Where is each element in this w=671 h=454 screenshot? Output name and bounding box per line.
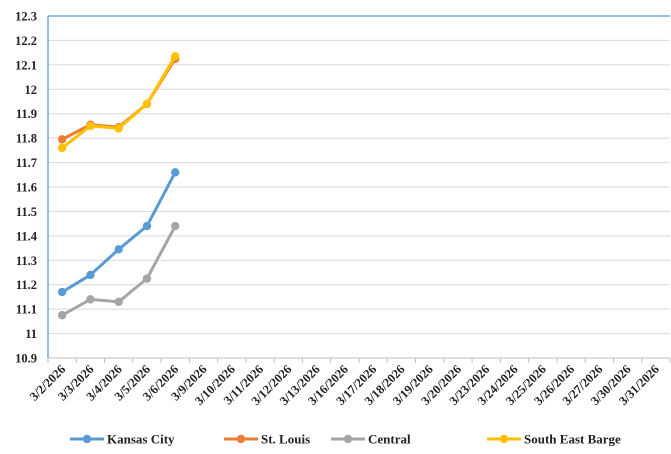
gridlines	[48, 15, 670, 335]
y-tick-label: 11.7	[16, 156, 37, 170]
y-tick-label: 11.2	[16, 278, 37, 292]
data-point	[114, 245, 123, 254]
data-point	[142, 221, 152, 231]
legend-item: South East Barge	[487, 432, 621, 447]
y-tick-label: 12.3	[15, 10, 37, 24]
x-axis-tick-labels: 3/2/20263/3/20263/4/20263/5/20263/6/2026…	[27, 362, 662, 408]
y-tick-label: 11.3	[16, 254, 37, 268]
legend-swatch-marker	[82, 434, 92, 444]
legend-swatch-marker	[499, 434, 509, 444]
data-point	[57, 143, 67, 153]
data-point	[171, 52, 180, 61]
y-tick-label: 11.5	[16, 205, 37, 219]
data-point	[86, 295, 95, 304]
data-point	[86, 121, 95, 131]
legend-label: Kansas City	[107, 432, 175, 447]
series-lines	[57, 52, 180, 320]
series-kansas-city	[57, 168, 180, 297]
legend-label: St. Louis	[261, 432, 310, 447]
y-tick-label: 12.1	[15, 58, 37, 72]
y-tick-label: 10.9	[15, 352, 37, 366]
data-point	[114, 297, 123, 307]
data-point	[86, 270, 95, 280]
data-point	[142, 274, 152, 283]
y-tick-label: 11.6	[16, 181, 37, 195]
legend-item: Kansas City	[70, 432, 175, 447]
axes	[47, 15, 671, 363]
legend-label: Central	[368, 432, 411, 447]
data-point	[57, 287, 67, 297]
legend-swatch-marker	[343, 434, 353, 444]
legend-label: South East Barge	[524, 432, 621, 447]
y-tick-label: 11	[25, 327, 37, 341]
data-point	[57, 311, 67, 320]
y-tick-label: 12.2	[15, 34, 37, 48]
legend-swatch-marker	[236, 434, 246, 444]
series-line	[60, 170, 177, 294]
series-central	[57, 221, 180, 320]
data-point	[57, 135, 67, 144]
y-tick-label: 11.9	[16, 107, 37, 121]
data-point	[171, 168, 180, 177]
y-tick-label: 12	[25, 83, 38, 97]
y-tick-label: 11.8	[16, 132, 37, 146]
legend-item: St. Louis	[224, 432, 310, 447]
y-tick-label: 11.4	[16, 229, 38, 243]
y-tick-label: 11.1	[16, 303, 37, 317]
data-point	[114, 124, 123, 133]
y-axis-tick-labels: 10.9 11 11.1 11.2 11.3 11.4 11.5 11.6 11.7 11.8 11…	[15, 10, 38, 366]
data-point	[142, 99, 152, 109]
series-line	[60, 54, 177, 150]
legend: Kansas City St. Louis Central South East Ba…	[70, 432, 621, 447]
data-point	[171, 221, 180, 231]
legend-item: Central	[331, 432, 411, 447]
series-south-east-barge	[57, 52, 180, 153]
